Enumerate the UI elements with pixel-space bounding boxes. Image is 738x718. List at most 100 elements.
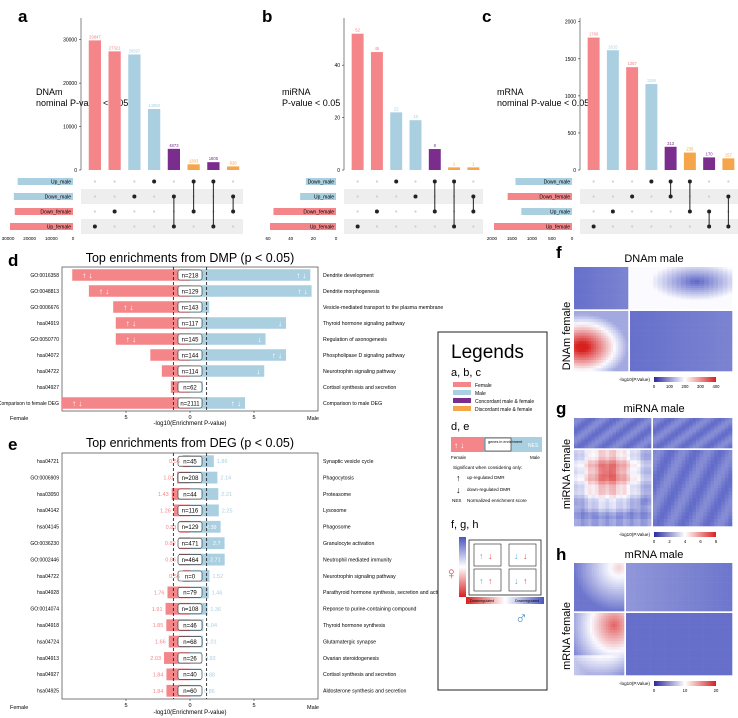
heatmap-cell — [706, 456, 711, 461]
heatmap-cell — [593, 360, 597, 364]
heatmap-cell — [671, 301, 677, 304]
heatmap-cell — [621, 587, 625, 590]
heatmap-cell — [696, 477, 700, 482]
heatmap-cell — [634, 268, 640, 272]
heatmap-cell — [601, 354, 604, 358]
heatmap-cell — [671, 267, 677, 270]
upset-y-tick-label: 0 — [74, 168, 77, 174]
heatmap-cell — [660, 433, 665, 435]
heatmap-cell — [584, 505, 589, 510]
heatmap-cell — [591, 419, 596, 422]
heatmap-cell — [610, 327, 614, 331]
heatmap-cell — [703, 435, 708, 438]
heatmap-cell — [598, 437, 603, 439]
heatmap-cell — [588, 268, 592, 272]
heatmap-cell — [696, 519, 700, 523]
heatmap-cell — [706, 419, 711, 422]
heatmap-cell — [704, 313, 710, 317]
upset-bar-label: 1 — [472, 161, 475, 166]
heatmap-cell — [603, 573, 607, 577]
heatmap-cell — [577, 426, 582, 428]
heatmap-cell — [692, 433, 697, 435]
heatmap-cell — [623, 498, 627, 503]
heatmap-cell — [592, 569, 595, 573]
heatmap-cell — [718, 341, 724, 345]
heatmap-cell — [727, 349, 733, 353]
heatmap-cell — [580, 604, 584, 607]
heatmap-cell — [681, 341, 686, 345]
heatmap-cell — [591, 508, 596, 513]
heatmap-cell — [667, 442, 672, 445]
heatmap-cell — [623, 439, 627, 442]
heatmap-cell — [595, 501, 599, 506]
heatmap-cell — [599, 587, 602, 590]
heatmap-cell — [685, 463, 690, 468]
heatmap-cell — [662, 282, 668, 285]
heatmap-cell — [708, 343, 714, 347]
heatmap-cell — [728, 463, 733, 468]
heatmap-cell — [674, 491, 679, 496]
heatmap-cell — [708, 282, 714, 285]
heatmap-cell — [663, 422, 668, 424]
upset-set-label: Down_female — [303, 209, 334, 215]
heatmap-cell — [660, 422, 665, 424]
heatmap-cell — [722, 276, 728, 279]
heatmap-cell — [647, 433, 652, 435]
heatmap-cell — [605, 512, 610, 516]
heatmap-cell — [601, 278, 604, 281]
heatmap-cell — [610, 597, 613, 601]
heatmap-cell — [601, 288, 604, 291]
heatmap-cell — [610, 297, 614, 300]
heatmap-cell — [589, 580, 593, 583]
heatmap-cell — [727, 311, 733, 315]
heatmap-cell — [603, 293, 607, 296]
heatmap-cell — [699, 463, 704, 468]
heatmap-cell — [609, 453, 613, 458]
heatmap-cell — [699, 324, 705, 328]
heatmap-cell — [584, 508, 589, 513]
heatmap-cell — [596, 606, 600, 610]
heatmap-cell — [718, 297, 724, 300]
heatmap-cell — [615, 278, 619, 281]
heatmap-cell — [657, 316, 663, 320]
heatmap-cell — [608, 289, 612, 293]
heatmap-cell — [644, 456, 648, 461]
upset-set-size-bar — [14, 208, 73, 215]
heatmap-cell — [728, 453, 733, 458]
heatmap-cell — [699, 276, 705, 279]
heatmap-cell — [637, 470, 641, 475]
heatmap-cell — [591, 289, 594, 293]
heatmap-cell — [574, 332, 577, 336]
heatmap-cell — [639, 341, 645, 345]
heatmap-cell — [610, 276, 614, 279]
heatmap-cell — [610, 365, 614, 369]
heatmap-cell — [602, 446, 606, 449]
heatmap-cell — [596, 341, 599, 345]
enrich-male-value: 2.7 — [213, 541, 221, 547]
heatmap-cell — [710, 467, 715, 472]
heatmap-cell — [667, 423, 672, 426]
heatmap-cell — [626, 501, 631, 506]
heatmap-cell — [690, 343, 696, 347]
heatmap-cell — [605, 303, 609, 306]
heatmap-cell — [656, 463, 661, 468]
heatmap-cell — [653, 522, 657, 527]
heatmap-cell — [603, 324, 607, 328]
heatmap-cell — [625, 297, 629, 300]
heatmap-cell — [717, 515, 722, 520]
heatmap-cell — [724, 420, 729, 423]
heatmap-cell — [696, 488, 700, 492]
heatmap-cell — [578, 330, 582, 334]
heatmap-cell — [699, 434, 704, 437]
heatmap-cell — [576, 565, 579, 568]
upset-y-tick-label: 2000 — [565, 20, 576, 26]
heatmap-cell — [605, 351, 609, 355]
heatmap-cell — [612, 591, 616, 594]
heatmap-cell — [722, 268, 728, 272]
heatmap-cell — [603, 341, 607, 345]
heatmap-cell — [577, 435, 582, 438]
heatmap-cell — [706, 430, 711, 432]
heatmap-cell — [605, 437, 610, 439]
heatmap-cell — [696, 505, 700, 510]
heatmap-cell — [620, 299, 624, 302]
